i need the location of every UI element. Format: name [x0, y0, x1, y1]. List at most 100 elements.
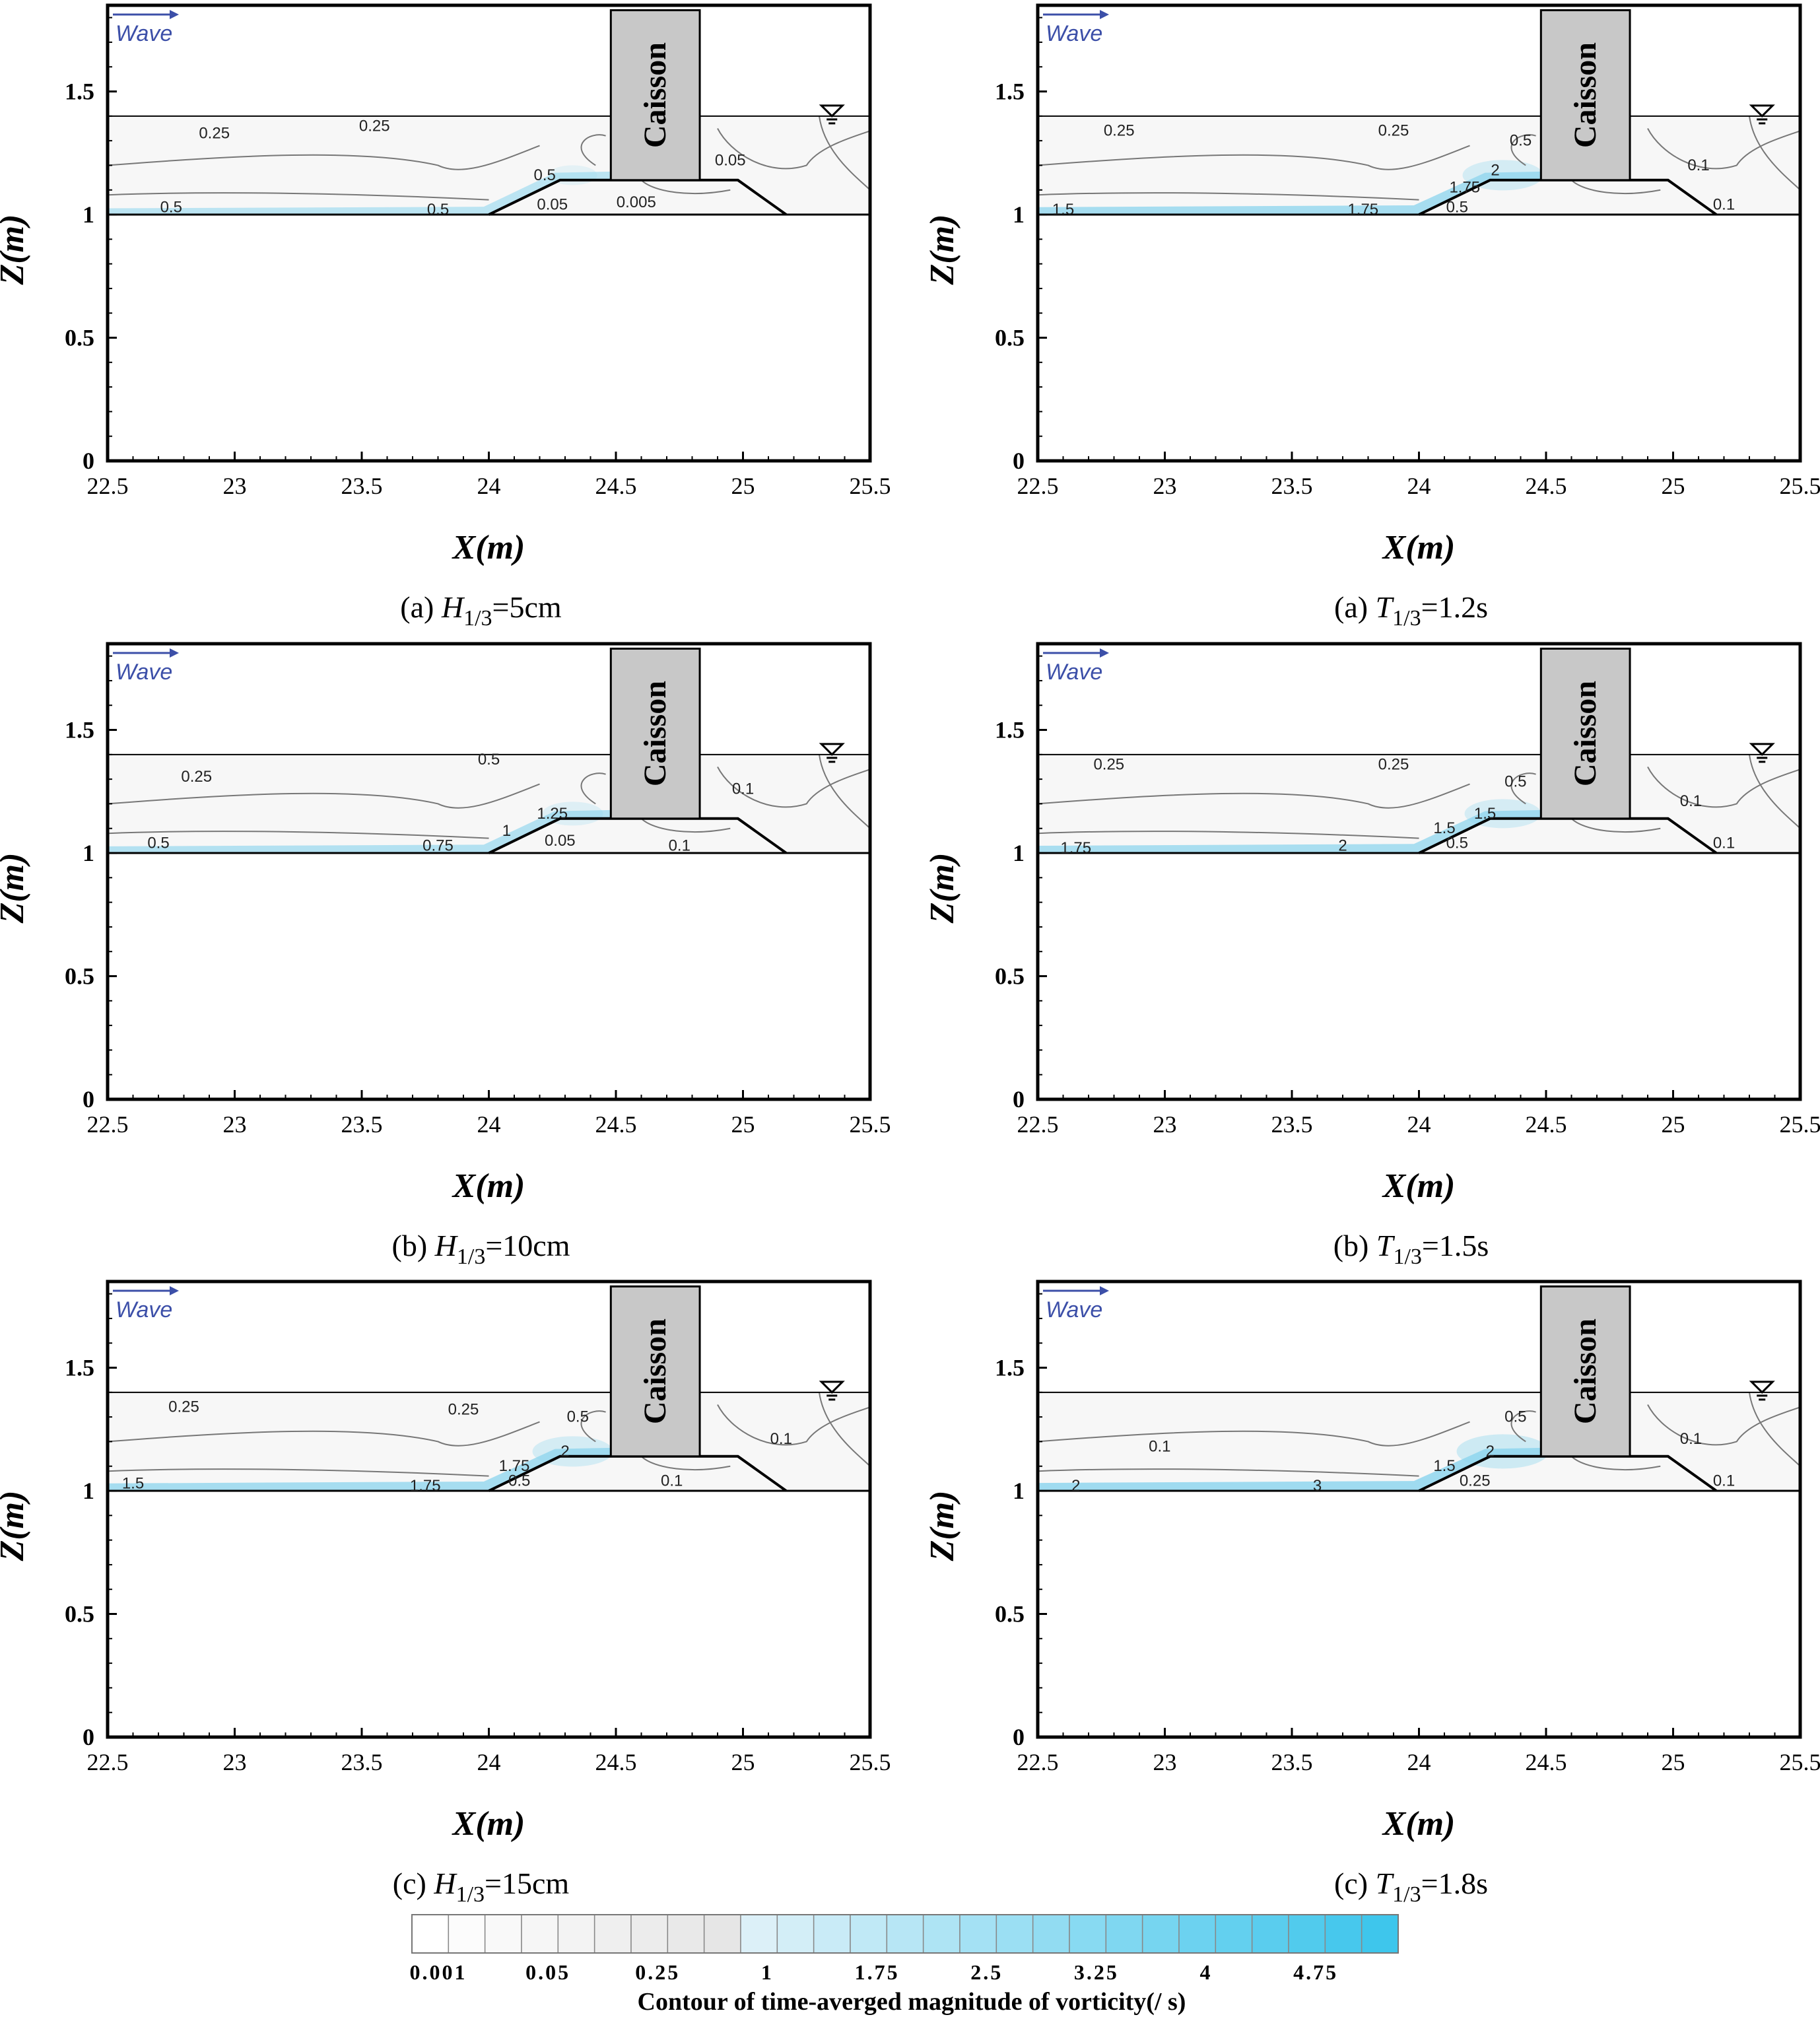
x-tick-label: 23 [1153, 473, 1177, 499]
colorbar-tick-label: 3.25 [1074, 1960, 1119, 1984]
y-tick-label: 1.5 [995, 1355, 1025, 1381]
caisson-block [609, 1285, 701, 1458]
contour-label: 3 [1313, 1477, 1322, 1495]
contour-label: 0.25 [168, 1398, 199, 1416]
contour-line [107, 783, 540, 809]
contour-line [1570, 818, 1661, 833]
water-region [1038, 1392, 1800, 1491]
contour-label: 1.75 [499, 1457, 530, 1475]
water-level-marker-icon [819, 104, 845, 118]
colorbar-cell [1141, 1914, 1180, 1954]
caption-value: =1.5s [1422, 1229, 1489, 1262]
caption-value: =10cm [485, 1229, 570, 1262]
contour-line [107, 192, 489, 201]
contour-label: 0.1 [1149, 1437, 1170, 1455]
contour-line [107, 145, 540, 170]
contour-label: 2 [1486, 1443, 1495, 1460]
x-tick-label: 23.5 [1271, 473, 1313, 499]
wave-arrow-icon [1100, 10, 1109, 19]
x-tick-label: 25.5 [1780, 473, 1820, 499]
y-tick-label: 1 [1013, 840, 1025, 866]
colorbar-cell [886, 1914, 924, 1954]
y-tick-label: 1.5 [65, 1355, 94, 1381]
colorbar-cell [1032, 1914, 1070, 1954]
y-tick-label: 1 [83, 201, 94, 228]
x-tick-label: 23.5 [1271, 1749, 1313, 1775]
caption-value: =1.8s [1421, 1866, 1488, 1900]
contour-label: 1.5 [1474, 805, 1496, 823]
colorbar-cell [1069, 1914, 1107, 1954]
contour-line [1510, 772, 1536, 805]
contour-line [580, 772, 606, 805]
contour-line [1749, 754, 1801, 829]
colorbar-tick-label: 0.25 [635, 1960, 680, 1984]
contour-label: 1.75 [1347, 201, 1378, 219]
water-level-marker-icon [819, 1381, 845, 1394]
water-region [108, 116, 870, 215]
x-tick-label: 25 [1662, 1749, 1685, 1775]
colorbar-tick-label: 4 [1200, 1960, 1213, 1984]
caption-subscript: 1/3 [456, 1882, 485, 1907]
colorbar-cell [850, 1914, 888, 1954]
contour-label: 1.5 [1052, 201, 1074, 219]
caption-prefix: (c) [1334, 1866, 1376, 1900]
x-tick-label: 23 [1153, 1111, 1177, 1138]
contour-line [1037, 831, 1419, 839]
contour-label: 0.5 [160, 198, 182, 216]
colorbar-cell [1178, 1914, 1217, 1954]
colorbar-cell [557, 1914, 595, 1954]
caption-subscript: 1/3 [1392, 1882, 1421, 1907]
plot-frame [106, 3, 872, 463]
x-tick-label: 24.5 [1526, 1111, 1567, 1138]
water-level-marker-icon [1749, 1381, 1775, 1394]
wave-label: Wave [1046, 1297, 1102, 1322]
x-axis-title: X(m) [452, 1167, 525, 1205]
y-tick-label: 1.5 [995, 717, 1025, 743]
contour-label: 0.5 [1504, 1408, 1526, 1426]
contour-line [717, 767, 871, 808]
contour-line [1749, 116, 1801, 191]
contour-line [1037, 1421, 1470, 1447]
panel-caption: (a) H1/3=5cm [400, 590, 562, 631]
x-tick-label: 25 [731, 1749, 755, 1775]
panel-caption: (a) T1/3=1.2s [1334, 590, 1488, 631]
caisson-label: Caisson [1568, 42, 1603, 148]
contour-label: 0.5 [1446, 835, 1468, 852]
colorbar-tick-label: 0.001 [410, 1960, 467, 1984]
contour-line [580, 1410, 606, 1443]
contour-label: 0.5 [478, 751, 500, 769]
vorticity-band [1038, 171, 1554, 215]
x-tick-label: 24 [1407, 473, 1431, 499]
caisson-block [1539, 647, 1631, 820]
water-level-marker-icon [1749, 743, 1775, 756]
x-tick-label: 25 [1662, 1111, 1685, 1138]
caption-variable: T [1376, 1866, 1395, 1900]
water-level-marker-icon [1749, 104, 1775, 118]
x-tick-label: 25 [1662, 473, 1685, 499]
contour-label: 0.1 [661, 1472, 683, 1490]
caption-value: =15cm [485, 1866, 569, 1900]
colorbar-tick-label: 2.5 [970, 1960, 1003, 1984]
contour-line [1510, 134, 1536, 166]
water-region [1038, 754, 1800, 854]
caption-subscript: 1/3 [457, 1245, 485, 1269]
vorticity-band [1038, 1447, 1554, 1491]
colorbar-cell [959, 1914, 997, 1954]
contour-label: 0.25 [1378, 755, 1409, 773]
contour-label: 1.5 [1433, 1457, 1455, 1475]
contour-label: 0.5 [534, 166, 556, 184]
x-tick-label: 22.5 [87, 1749, 129, 1775]
y-tick-label: 1 [83, 1478, 94, 1504]
wave-arrow-icon [170, 1286, 179, 1295]
contour-label: 0.1 [1687, 156, 1709, 174]
contour-line [1647, 767, 1801, 808]
contour-label: 1.5 [1433, 819, 1455, 837]
panel-caption: (b) H1/3=10cm [392, 1229, 570, 1269]
colorbar-tick-label: 1 [761, 1960, 774, 1984]
plot-frame [106, 642, 872, 1101]
x-tick-label: 23.5 [341, 473, 383, 499]
plot-frame [1036, 1280, 1802, 1739]
